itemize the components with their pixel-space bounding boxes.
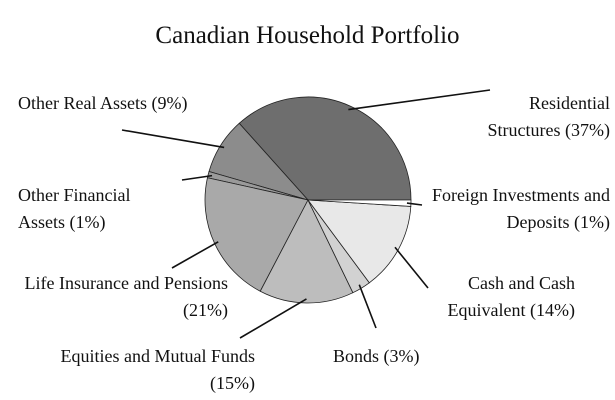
leader-line <box>394 246 429 289</box>
slice-label: Foreign Investments and Deposits (1%) <box>410 182 610 236</box>
category-label: Other Real Assets <box>18 93 147 113</box>
category-label: Bonds <box>333 346 380 366</box>
leader-line <box>171 241 219 269</box>
slice-label: Other Real Assets (9%) <box>18 90 188 117</box>
slice-label: Equities and Mutual Funds (15%) <box>55 343 256 397</box>
slice-label: Bonds (3%) <box>333 343 483 370</box>
category-label: Equities and Mutual Funds <box>60 346 256 366</box>
leader-line <box>348 89 491 111</box>
leader-line <box>358 284 377 329</box>
slice-label: Residential Structures (37%) <box>480 90 610 144</box>
pie-slice <box>259 199 354 304</box>
value-label: (1%) <box>574 212 610 232</box>
leader-line <box>181 174 213 181</box>
category-label: Cash and Cash Equivalent <box>447 273 575 320</box>
chart-title: Canadian Household Portfolio <box>155 22 460 49</box>
category-label: Life Insurance and Pensions <box>24 273 228 293</box>
value-label: (1%) <box>69 212 106 232</box>
leader-line <box>239 298 307 339</box>
value-label: (3%) <box>383 346 420 366</box>
category-label: Residential Structures <box>487 93 610 140</box>
pie-slice <box>238 96 412 201</box>
value-label: (9%) <box>151 93 188 113</box>
category-label: Other Financial Assets <box>18 185 131 232</box>
category-label: Foreign Investments and Deposits <box>432 185 610 232</box>
value-label: (37%) <box>565 120 610 140</box>
pie-slice <box>307 199 412 284</box>
value-label: (21%) <box>183 300 228 320</box>
leader-line <box>121 129 225 149</box>
leader-line <box>406 202 423 206</box>
value-label: (15%) <box>210 373 255 393</box>
slice-label: Cash and Cash Equivalent (14%) <box>405 270 575 324</box>
value-label: (14%) <box>530 300 575 320</box>
slice-label: Other Financial Assets (1%) <box>18 182 178 236</box>
slice-label: Life Insurance and Pensions (21%) <box>18 270 228 324</box>
